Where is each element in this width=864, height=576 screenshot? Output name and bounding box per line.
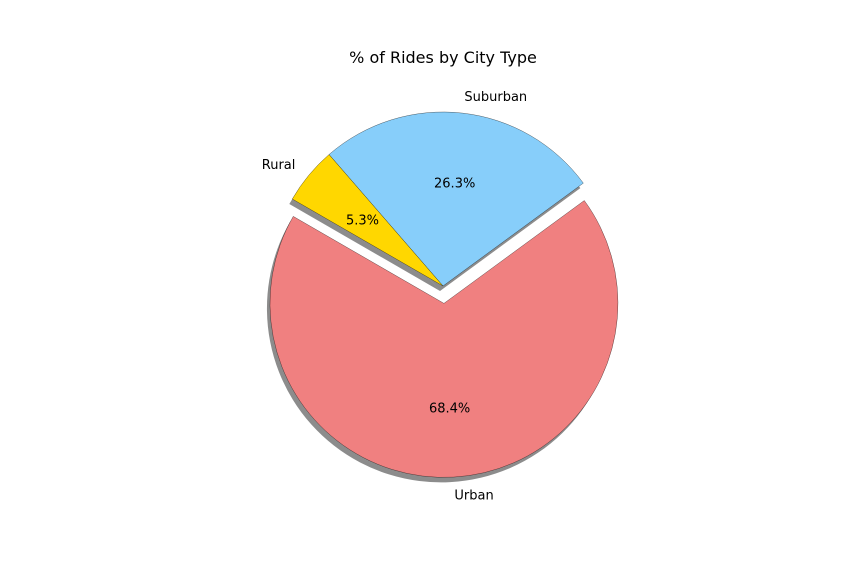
slice-label-suburban: Suburban: [464, 90, 527, 105]
chart-title: % of Rides by City Type: [349, 48, 537, 67]
slice-label-rural: Rural: [262, 158, 296, 173]
percent-label-suburban: 26.3%: [434, 176, 475, 191]
slice-rural: [292, 154, 444, 287]
percent-label-rural: 5.3%: [346, 214, 379, 229]
slice-suburban: [328, 111, 584, 287]
label-layer: Urban 68.4% Suburban 26.3% Rural 5.3%: [262, 90, 527, 504]
slice-urban: [269, 200, 619, 478]
slice-layer: [269, 111, 619, 478]
percent-label-urban: 68.4%: [429, 402, 470, 417]
slice-label-urban: Urban: [454, 488, 493, 503]
